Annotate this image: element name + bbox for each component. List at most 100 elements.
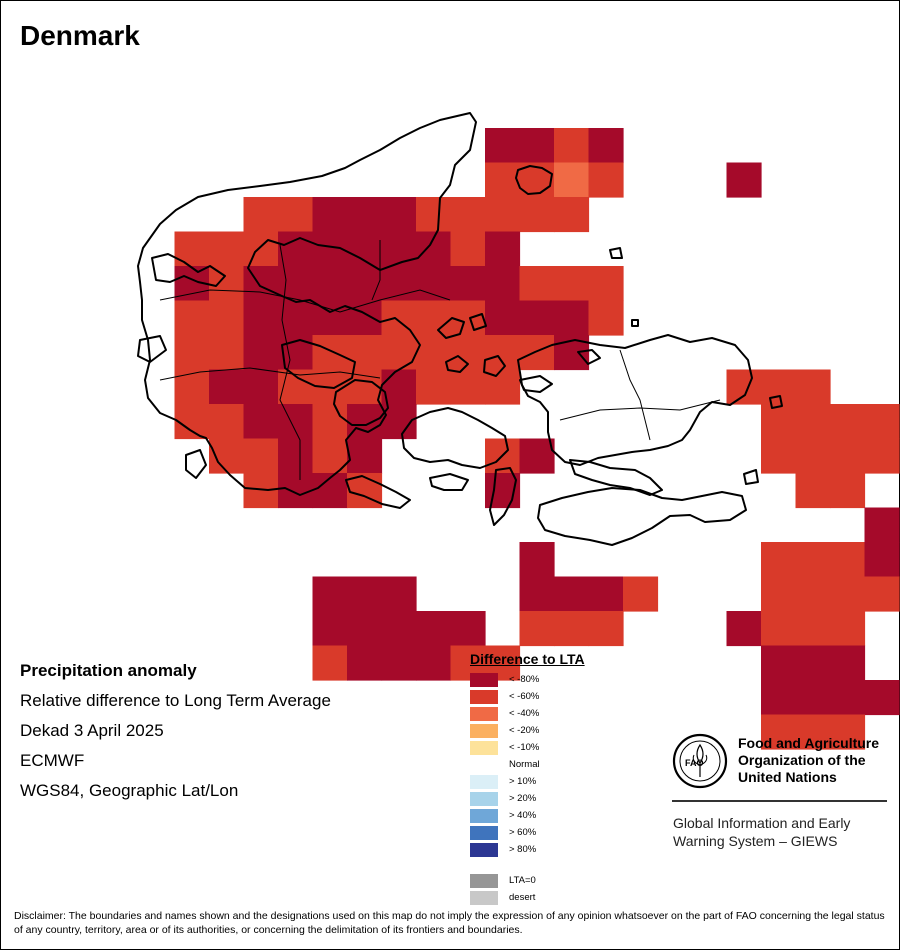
anomaly-cell xyxy=(554,266,590,302)
anomaly-cell xyxy=(761,645,797,681)
anomaly-cell xyxy=(312,197,348,233)
anomaly-cell xyxy=(830,542,866,578)
anomaly-cell xyxy=(209,369,245,405)
anomaly-cell xyxy=(519,128,555,164)
fao-org-line-3: United Nations xyxy=(738,769,837,785)
anomaly-grid xyxy=(174,128,900,750)
legend-swatch xyxy=(470,690,498,704)
anomaly-cell xyxy=(519,266,555,302)
anomaly-cell xyxy=(209,335,245,371)
anomaly-cell xyxy=(381,611,417,647)
anomaly-cell xyxy=(864,576,900,612)
anomaly-cell xyxy=(795,576,831,612)
legend-row: > 20% xyxy=(470,791,585,808)
anomaly-cell xyxy=(588,611,624,647)
anomaly-cell xyxy=(174,300,210,336)
anomaly-cell xyxy=(416,197,452,233)
fao-logo-f: FAO xyxy=(685,758,704,768)
anomaly-cell xyxy=(830,645,866,681)
anomaly-cell xyxy=(761,576,797,612)
anomaly-cell xyxy=(795,680,831,716)
legend-swatch xyxy=(470,809,498,823)
anomaly-cell xyxy=(450,231,486,267)
anomaly-cell xyxy=(830,611,866,647)
legend-label: > 40% xyxy=(509,810,537,821)
anomaly-cell xyxy=(312,611,348,647)
anomaly-cell xyxy=(795,714,831,750)
giews-line-2: Warning System – GIEWS xyxy=(673,833,838,849)
legend-row: > 10% xyxy=(470,774,585,791)
anomaly-cell xyxy=(830,680,866,716)
legend-label: < -20% xyxy=(509,725,540,736)
info-line-reference: Relative difference to Long Term Average xyxy=(20,691,331,710)
anomaly-cell xyxy=(381,266,417,302)
fao-org-line-1: Food and Agriculture xyxy=(738,735,880,751)
anomaly-cell xyxy=(519,542,555,578)
anomaly-cell xyxy=(795,473,831,509)
anomaly-cell xyxy=(761,542,797,578)
anomaly-cell xyxy=(243,438,279,474)
anomaly-cell xyxy=(174,335,210,371)
anomaly-cell xyxy=(795,369,831,405)
anomaly-cell xyxy=(174,369,210,405)
anomaly-cell xyxy=(554,197,590,233)
anomaly-cell xyxy=(416,266,452,302)
anomaly-cell xyxy=(588,128,624,164)
legend-row: < -60% xyxy=(470,689,585,706)
anomaly-cell xyxy=(347,266,383,302)
anomaly-cell xyxy=(278,473,314,509)
legend-row: < -20% xyxy=(470,723,585,740)
anomaly-cell xyxy=(416,369,452,405)
legend-swatch xyxy=(470,826,498,840)
anomaly-cell xyxy=(830,438,866,474)
anomaly-cell xyxy=(416,611,452,647)
giews-name: Global Information and Early Warning Sys… xyxy=(673,814,850,850)
anomaly-cell xyxy=(519,335,555,371)
anomaly-cell xyxy=(830,473,866,509)
anomaly-cell xyxy=(761,404,797,440)
anomaly-cell xyxy=(761,369,797,405)
anomaly-cell xyxy=(864,438,900,474)
anomaly-cell xyxy=(243,404,279,440)
anomaly-cell xyxy=(830,714,866,750)
anomaly-cell xyxy=(554,128,590,164)
anomaly-cell xyxy=(243,231,279,267)
legend-label: Normal xyxy=(509,759,540,770)
anomaly-cell xyxy=(381,231,417,267)
fao-divider xyxy=(672,800,887,802)
legend-swatch xyxy=(470,843,498,857)
anomaly-cell xyxy=(864,680,900,716)
anomaly-cell xyxy=(243,473,279,509)
legend-swatch xyxy=(470,775,498,789)
anomaly-cell xyxy=(761,438,797,474)
anomaly-cell xyxy=(381,576,417,612)
anomaly-cell xyxy=(830,576,866,612)
anomaly-cell xyxy=(381,197,417,233)
legend-row: Normal xyxy=(470,757,585,774)
anomaly-cell xyxy=(243,369,279,405)
anomaly-cell xyxy=(830,404,866,440)
anomaly-cell xyxy=(174,231,210,267)
anomaly-cell xyxy=(554,162,590,198)
legend-swatch xyxy=(470,891,498,905)
anomaly-cell xyxy=(209,404,245,440)
legend-label: < -10% xyxy=(509,742,540,753)
legend-swatch xyxy=(470,673,498,687)
anomaly-cell xyxy=(278,197,314,233)
anomaly-cell xyxy=(795,542,831,578)
legend-row: desert xyxy=(470,890,585,907)
anomaly-cell xyxy=(519,438,555,474)
anomaly-cell xyxy=(243,266,279,302)
anomaly-cell xyxy=(278,231,314,267)
legend-items: < -80% < -60% < -40% < -20% < -10% Normal > 10… xyxy=(470,672,585,859)
anomaly-cell xyxy=(381,645,417,681)
anomaly-cell xyxy=(209,300,245,336)
legend-label: > 80% xyxy=(509,844,537,855)
anomaly-cell xyxy=(864,404,900,440)
anomaly-cell xyxy=(416,300,452,336)
coastline-outlines xyxy=(137,112,783,546)
anomaly-cell xyxy=(864,507,900,543)
anomaly-cell xyxy=(347,645,383,681)
anomaly-cell xyxy=(554,576,590,612)
anomaly-cell xyxy=(347,335,383,371)
